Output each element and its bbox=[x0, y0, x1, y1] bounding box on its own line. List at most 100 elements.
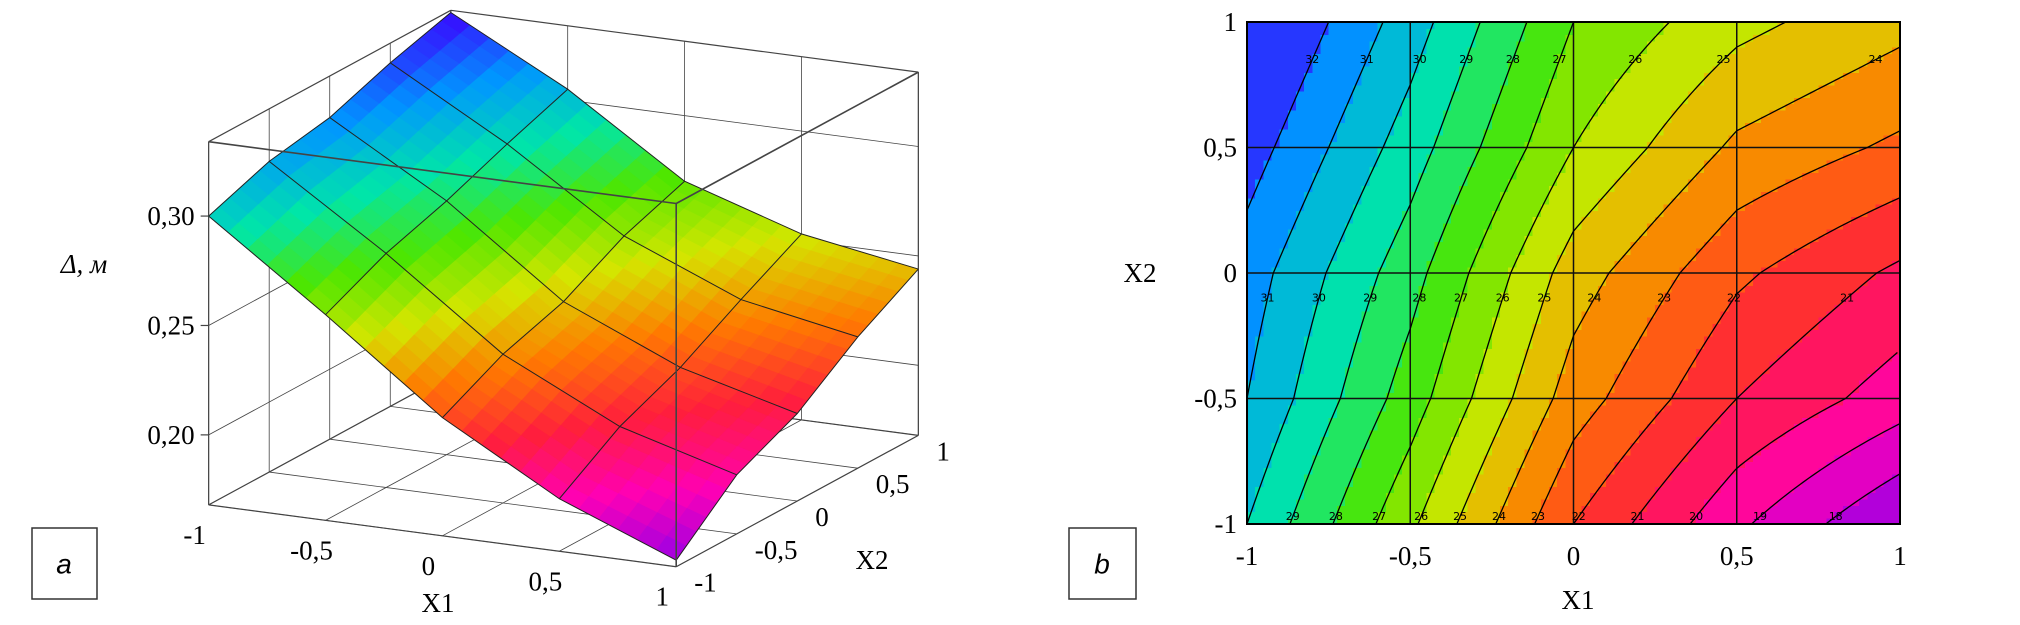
contour-cell bbox=[1279, 91, 1289, 98]
contour-cell bbox=[1451, 65, 1460, 73]
contour-cell bbox=[1589, 260, 1599, 268]
contour-cell bbox=[1622, 203, 1632, 211]
contour-cell bbox=[1377, 78, 1387, 86]
contour-cell bbox=[1483, 298, 1493, 305]
contour-cell bbox=[1606, 172, 1615, 180]
contour-cell bbox=[1638, 411, 1648, 418]
contour-cell bbox=[1451, 473, 1460, 481]
contour-cell bbox=[1442, 473, 1452, 481]
contour-cell bbox=[1524, 122, 1534, 130]
contour-cell bbox=[1353, 191, 1362, 199]
contour-cell bbox=[1271, 279, 1281, 287]
contour-cell bbox=[1524, 291, 1534, 299]
contour-cell bbox=[1671, 65, 1681, 73]
contour-cell bbox=[1320, 22, 1330, 29]
contour-cell bbox=[1638, 285, 1648, 293]
contour-cell bbox=[1312, 116, 1322, 123]
contour-cell bbox=[1638, 28, 1648, 36]
contour-cell bbox=[1320, 122, 1330, 130]
contour-cell bbox=[1663, 28, 1673, 36]
contour-cell bbox=[1589, 354, 1599, 362]
contour-cell bbox=[1434, 197, 1444, 205]
contour-cell bbox=[1557, 47, 1566, 54]
contour-cell bbox=[1369, 153, 1379, 161]
contour-cell bbox=[1663, 134, 1673, 142]
contour-cell bbox=[1385, 448, 1395, 456]
contour-cell bbox=[1638, 235, 1648, 243]
contour-cell bbox=[1671, 40, 1681, 48]
contour-cell bbox=[1459, 417, 1468, 425]
contour-cell bbox=[1344, 172, 1354, 180]
contour-cell bbox=[1451, 78, 1460, 86]
contour-cell bbox=[1287, 404, 1297, 412]
contour-cell bbox=[1679, 40, 1689, 48]
contour-cell bbox=[1442, 454, 1452, 462]
contour-cell bbox=[1393, 511, 1403, 519]
contour-cell bbox=[1295, 285, 1305, 293]
contour-cell bbox=[1442, 348, 1452, 356]
contour-cell bbox=[1663, 279, 1673, 287]
contour-cell bbox=[1532, 448, 1542, 456]
contour-cell bbox=[1336, 316, 1346, 324]
contour-cell bbox=[1500, 53, 1509, 61]
contour-cell bbox=[1646, 216, 1656, 224]
contour-cell bbox=[1532, 367, 1542, 374]
contour-cell bbox=[1247, 40, 1256, 48]
contour-cell bbox=[1671, 91, 1681, 98]
contour-cell bbox=[1687, 448, 1697, 456]
contour-cell bbox=[1508, 411, 1517, 418]
contour-cell bbox=[1279, 417, 1289, 425]
contour-cell bbox=[1263, 304, 1273, 312]
contour-cell bbox=[1255, 517, 1264, 525]
contour-cell bbox=[1467, 279, 1477, 287]
contour-cell bbox=[1353, 97, 1362, 105]
contour-cell bbox=[1353, 310, 1362, 318]
contour-cell bbox=[1393, 97, 1403, 105]
contour-cell bbox=[1565, 116, 1575, 123]
contour-cell bbox=[1491, 22, 1501, 29]
contour-cell bbox=[1549, 166, 1558, 174]
contour-cell bbox=[1385, 417, 1395, 425]
contour-cell bbox=[1508, 34, 1517, 42]
contour-cell bbox=[1606, 210, 1615, 218]
contour-cell bbox=[1483, 254, 1493, 262]
contour-cell bbox=[1516, 354, 1526, 362]
contour-cell bbox=[1663, 153, 1673, 161]
contour-cell bbox=[1410, 34, 1420, 42]
contour-cell bbox=[1663, 417, 1673, 425]
contour-cell bbox=[1426, 354, 1436, 362]
contour-cell bbox=[1638, 147, 1648, 155]
contour-cell bbox=[1442, 260, 1452, 268]
contour-cell bbox=[1655, 147, 1664, 155]
contour-cell bbox=[1671, 109, 1681, 117]
panel-label-box bbox=[1068, 527, 1137, 600]
contour-cell bbox=[1606, 467, 1615, 475]
contour-cell bbox=[1279, 411, 1289, 418]
contour-cell bbox=[1500, 147, 1509, 155]
contour-cell bbox=[1426, 229, 1436, 236]
contour-cell bbox=[1295, 373, 1305, 381]
contour-cell bbox=[1247, 122, 1256, 130]
contour-cell bbox=[1622, 160, 1632, 167]
contour-cell bbox=[1459, 84, 1468, 92]
contour-cell bbox=[1312, 134, 1322, 142]
contour-cell bbox=[1304, 153, 1313, 161]
contour-cell bbox=[1369, 279, 1379, 287]
contour-cell bbox=[1622, 385, 1632, 393]
contour-cell bbox=[1508, 241, 1517, 249]
contour-cell bbox=[1565, 392, 1575, 400]
contour-cell bbox=[1287, 511, 1297, 519]
contour-cell bbox=[1377, 348, 1387, 356]
contour-cell bbox=[1402, 398, 1411, 406]
contour-cell bbox=[1606, 448, 1615, 456]
contour-cell bbox=[1467, 65, 1477, 73]
contour-cell bbox=[1344, 373, 1354, 381]
contour-cell bbox=[1532, 436, 1542, 444]
contour-cell bbox=[1491, 178, 1501, 186]
contour-cell bbox=[1597, 210, 1607, 218]
contour-cell bbox=[1402, 185, 1411, 193]
contour-cell bbox=[1467, 103, 1477, 111]
contour-cell bbox=[1353, 260, 1362, 268]
contour-cell bbox=[1385, 473, 1395, 481]
